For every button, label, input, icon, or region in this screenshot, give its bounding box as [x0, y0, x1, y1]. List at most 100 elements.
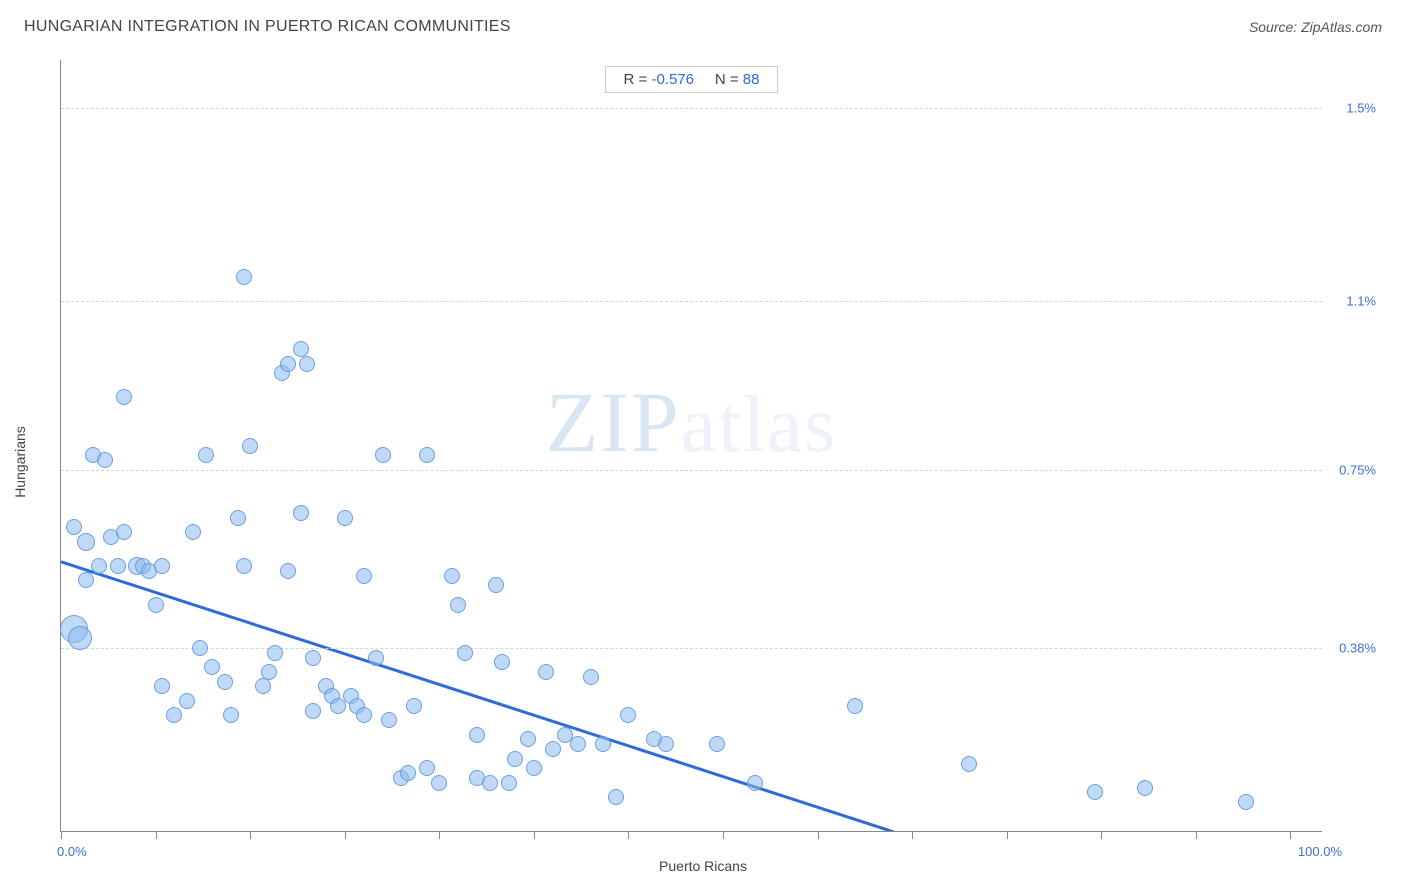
- x-tick: [250, 831, 251, 839]
- data-point[interactable]: [620, 707, 636, 723]
- data-point[interactable]: [230, 510, 246, 526]
- data-point[interactable]: [78, 572, 94, 588]
- chart-area: Hungarians Puerto Ricans ZIPatlas R = -0…: [24, 56, 1382, 868]
- data-point[interactable]: [400, 765, 416, 781]
- data-point[interactable]: [116, 524, 132, 540]
- data-point[interactable]: [337, 510, 353, 526]
- data-point[interactable]: [242, 438, 258, 454]
- data-point[interactable]: [356, 568, 372, 584]
- y-tick-label: 0.75%: [1339, 462, 1376, 477]
- data-point[interactable]: [179, 693, 195, 709]
- data-point[interactable]: [97, 452, 113, 468]
- data-point[interactable]: [526, 760, 542, 776]
- data-point[interactable]: [406, 698, 422, 714]
- data-point[interactable]: [91, 558, 107, 574]
- data-point[interactable]: [236, 269, 252, 285]
- x-axis-label: Puerto Ricans: [659, 858, 747, 874]
- y-axis-label: Hungarians: [12, 426, 28, 498]
- x-tick: [439, 831, 440, 839]
- data-point[interactable]: [847, 698, 863, 714]
- data-point[interactable]: [368, 650, 384, 666]
- data-point[interactable]: [1087, 784, 1103, 800]
- data-point[interactable]: [261, 664, 277, 680]
- data-point[interactable]: [482, 775, 498, 791]
- x-max-label: 100.0%: [1298, 844, 1342, 859]
- x-tick: [156, 831, 157, 839]
- data-point[interactable]: [217, 674, 233, 690]
- data-point[interactable]: [1238, 794, 1254, 810]
- data-point[interactable]: [223, 707, 239, 723]
- data-point[interactable]: [375, 447, 391, 463]
- data-point[interactable]: [431, 775, 447, 791]
- data-point[interactable]: [469, 727, 485, 743]
- data-point[interactable]: [419, 760, 435, 776]
- x-tick: [818, 831, 819, 839]
- data-point[interactable]: [192, 640, 208, 656]
- data-point[interactable]: [305, 703, 321, 719]
- chart-title: HUNGARIAN INTEGRATION IN PUERTO RICAN CO…: [24, 18, 511, 36]
- data-point[interactable]: [110, 558, 126, 574]
- data-point[interactable]: [381, 712, 397, 728]
- x-tick: [534, 831, 535, 839]
- plot-region: ZIPatlas R = -0.576 N = 88 0.0% 100.0% 0…: [60, 60, 1322, 832]
- data-point[interactable]: [709, 736, 725, 752]
- data-point[interactable]: [293, 505, 309, 521]
- data-point[interactable]: [154, 678, 170, 694]
- y-tick-label: 0.38%: [1339, 640, 1376, 655]
- data-point[interactable]: [185, 524, 201, 540]
- data-point[interactable]: [457, 645, 473, 661]
- r-value: -0.576: [651, 71, 694, 88]
- source-attribution: Source: ZipAtlas.com: [1249, 19, 1382, 35]
- data-point[interactable]: [255, 678, 271, 694]
- data-point[interactable]: [154, 558, 170, 574]
- data-point[interactable]: [520, 731, 536, 747]
- x-tick: [912, 831, 913, 839]
- data-point[interactable]: [570, 736, 586, 752]
- x-tick: [1007, 831, 1008, 839]
- data-point[interactable]: [116, 389, 132, 405]
- data-point[interactable]: [450, 597, 466, 613]
- data-point[interactable]: [148, 597, 164, 613]
- watermark-zip: ZIP: [546, 374, 681, 470]
- data-point[interactable]: [538, 664, 554, 680]
- data-point[interactable]: [299, 356, 315, 372]
- data-point[interactable]: [280, 563, 296, 579]
- data-point[interactable]: [488, 577, 504, 593]
- gridline-h: [61, 108, 1322, 109]
- stats-box: R = -0.576 N = 88: [605, 66, 779, 93]
- data-point[interactable]: [68, 626, 92, 650]
- data-point[interactable]: [198, 447, 214, 463]
- x-tick: [1290, 831, 1291, 839]
- n-value: 88: [743, 71, 760, 88]
- data-point[interactable]: [507, 751, 523, 767]
- data-point[interactable]: [501, 775, 517, 791]
- data-point[interactable]: [747, 775, 763, 791]
- data-point[interactable]: [961, 756, 977, 772]
- x-tick: [345, 831, 346, 839]
- data-point[interactable]: [608, 789, 624, 805]
- data-point[interactable]: [545, 741, 561, 757]
- header: HUNGARIAN INTEGRATION IN PUERTO RICAN CO…: [0, 0, 1406, 48]
- data-point[interactable]: [658, 736, 674, 752]
- data-point[interactable]: [419, 447, 435, 463]
- data-point[interactable]: [305, 650, 321, 666]
- data-point[interactable]: [1137, 780, 1153, 796]
- data-point[interactable]: [595, 736, 611, 752]
- x-min-label: 0.0%: [57, 844, 87, 859]
- data-point[interactable]: [267, 645, 283, 661]
- gridline-h: [61, 648, 1322, 649]
- data-point[interactable]: [583, 669, 599, 685]
- r-label: R =: [624, 71, 652, 88]
- data-point[interactable]: [236, 558, 252, 574]
- data-point[interactable]: [494, 654, 510, 670]
- data-point[interactable]: [444, 568, 460, 584]
- data-point[interactable]: [166, 707, 182, 723]
- x-tick: [723, 831, 724, 839]
- n-label: N =: [715, 71, 743, 88]
- data-point[interactable]: [66, 519, 82, 535]
- x-tick: [628, 831, 629, 839]
- data-point[interactable]: [77, 533, 95, 551]
- data-point[interactable]: [356, 707, 372, 723]
- data-point[interactable]: [280, 356, 296, 372]
- data-point[interactable]: [204, 659, 220, 675]
